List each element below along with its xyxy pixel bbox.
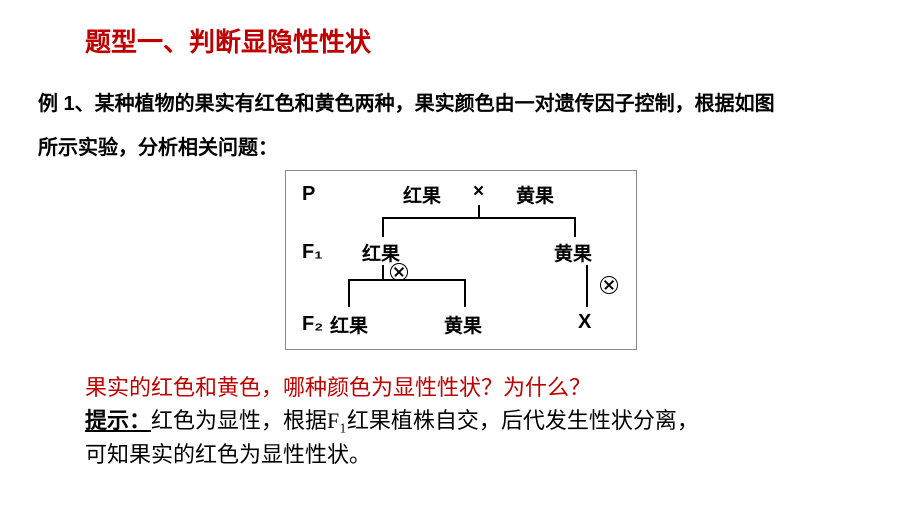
diagram-line (382, 217, 384, 237)
row-label-p: P (302, 183, 315, 206)
hint-label: 提示： (85, 408, 151, 433)
p-right: 黄果 (516, 181, 554, 208)
example-text-line1: 例 1、某种植物的果实有红色和黄色两种，果实颜色由一对遗传因子控制，根据如图 (38, 82, 878, 126)
f1-left: 红果 (362, 239, 400, 266)
answer-line1-rest: 红色为显性，根据F₁红果植株自交，后代发生性状分离， (151, 408, 699, 433)
f2-a: 红果 (330, 311, 368, 338)
diagram-line (478, 205, 480, 217)
row-label-f2: F₂ (302, 313, 323, 336)
genetics-diagram: P 红果 × 黄果 F₁ 红果 黄果 F₂ 红果 黄果 X (285, 170, 637, 350)
example-text-line2: 所示实验，分析相关问题： (38, 126, 878, 170)
diagram-line (464, 279, 466, 307)
f1-right: 黄果 (554, 239, 592, 266)
p-left: 红果 (403, 181, 441, 208)
diagram-line (586, 265, 588, 307)
diagram-line (382, 265, 384, 279)
f2-b: 黄果 (444, 311, 482, 338)
question-text: 果实的红色和黄色，哪种颜色为显性性状？为什么？ (85, 370, 591, 402)
diagram-line (348, 279, 466, 281)
diagram-line (382, 217, 576, 219)
section-title: 题型一、判断显隐性性状 (85, 22, 371, 59)
answer-line2: 可知果实的红色为显性性状。 (85, 438, 855, 472)
row-label-f1: F₁ (302, 241, 323, 264)
p-cross-icon: × (473, 181, 484, 203)
answer-line1: 提示：红色为显性，根据F₁红果植株自交，后代发生性状分离， (85, 404, 855, 438)
f2-c: X (578, 311, 591, 334)
self-cross-icon (600, 276, 618, 294)
diagram-line (348, 279, 350, 307)
diagram-line (574, 217, 576, 237)
